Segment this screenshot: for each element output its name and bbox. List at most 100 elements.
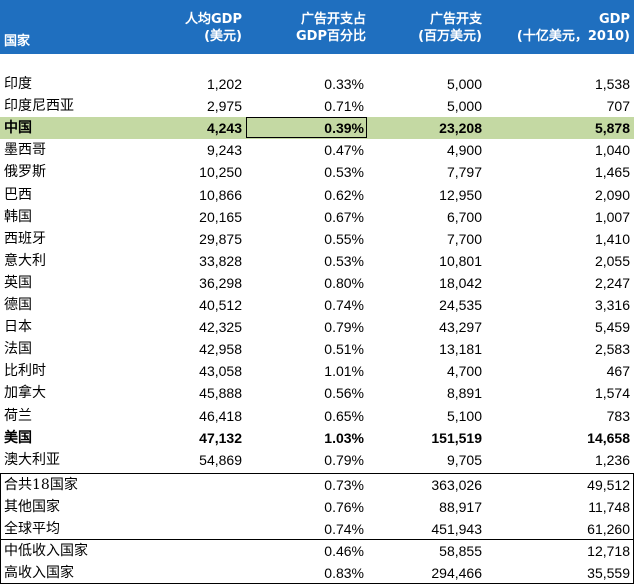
ad-spend-cell: 451,943: [431, 521, 482, 537]
gdp-per-capita-cell: 46,418: [199, 407, 242, 424]
ad-spend-cell: 10,801: [439, 252, 482, 269]
ad-spend-cell: 7,700: [446, 230, 482, 247]
gdp-per-capita-cell: 9,243: [206, 142, 242, 159]
header-ad-spend: 广告开支 (百万美元): [369, 11, 482, 45]
gdp-per-capita-cell: 43,058: [199, 363, 242, 380]
gdp-per-capita-cell: 54,869: [199, 451, 242, 468]
gdp-cell: 2,583: [594, 341, 630, 358]
gdp-cell: 5,459: [594, 319, 630, 336]
header-ad-spend-line1: 广告开支: [429, 12, 482, 27]
ad-spend-cell: 23,208: [439, 120, 482, 137]
gdp-cell: 707: [606, 98, 630, 115]
header-country-label: 国家: [4, 34, 31, 49]
country-cell: 西班牙: [4, 230, 46, 247]
country-cell: 韩国: [4, 208, 32, 225]
table-row: 韩国 20,165 0.67% 6,700 1,007: [0, 206, 634, 228]
country-cell: 其他国家: [4, 499, 60, 515]
country-cell: 合共18国家: [4, 477, 78, 493]
table-row: 法国 42,958 0.51% 13,181 2,583: [0, 338, 634, 360]
ad-spend-cell: 4,700: [446, 363, 482, 380]
gdp-per-capita-cell: 20,165: [199, 208, 242, 225]
header-ad-share-line1: 广告开支占: [300, 12, 366, 27]
gdp-cell: 1,465: [594, 164, 630, 181]
ad-share-cell: 0.56%: [324, 385, 364, 402]
ad-spend-cell: 151,519: [431, 429, 482, 446]
country-cell: 美国: [4, 429, 32, 446]
ad-spend-cell: 363,026: [431, 477, 482, 493]
ad-share-cell: 0.74%: [324, 297, 364, 313]
ad-spend-cell: 294,466: [431, 565, 482, 581]
ad-share-cell: 1.01%: [324, 363, 364, 380]
gdp-per-capita-cell: 42,958: [199, 341, 242, 358]
gdp-per-capita-cell: 45,888: [199, 385, 242, 402]
ad-spend-cell: 43,297: [439, 319, 482, 336]
country-cell: 英国: [4, 274, 32, 291]
ad-spend-cell: 7,797: [446, 164, 482, 181]
header-ad-spend-line2: (百万美元): [418, 29, 482, 44]
gdp-cell: 11,748: [588, 499, 630, 515]
gdp-cell: 14,658: [587, 429, 630, 446]
gdp-cell: 1,410: [594, 230, 630, 247]
country-cell: 荷兰: [4, 407, 32, 424]
gdp-cell: 61,260: [587, 521, 630, 537]
header-gdp-line2: (十亿美元，2010): [516, 29, 630, 44]
gdp-per-capita-cell: 29,875: [199, 230, 242, 247]
gdp-cell: 12,718: [587, 543, 630, 559]
country-cell: 法国: [4, 341, 32, 358]
country-cell: 巴西: [4, 186, 32, 203]
table-row: 荷兰 46,418 0.65% 5,100 783: [0, 405, 634, 427]
table-row: 中低收入国家 0.46% 58,855 12,718: [0, 540, 634, 562]
gdp-per-capita-cell: 47,132: [199, 429, 242, 446]
gdp-cell: 2,055: [594, 252, 630, 269]
ad-share-cell: 0.53%: [324, 164, 364, 181]
ad-spend-cell: 9,705: [446, 451, 482, 468]
ad-spend-cell: 24,535: [439, 297, 482, 313]
ad-share-cell: 0.62%: [324, 186, 364, 203]
country-cell: 俄罗斯: [4, 164, 46, 181]
table-row: 中国 4,243 0.39% 23,208 5,878: [0, 117, 634, 140]
country-cell: 日本: [4, 319, 32, 336]
gdp-cell: 2,090: [594, 186, 630, 203]
country-cell: 澳大利亚: [4, 451, 60, 468]
ad-share-cell: 1.03%: [324, 429, 364, 446]
ad-spend-cell: 58,855: [439, 543, 482, 559]
ad-spend-cell: 5,100: [446, 407, 482, 424]
gdp-per-capita-cell: 10,250: [199, 164, 242, 181]
gdp-per-capita-cell: 1,202: [206, 76, 242, 92]
gdp-per-capita-cell: 42,325: [199, 319, 242, 336]
ad-share-cell: 0.46%: [324, 543, 364, 559]
ad-share-cell: 0.71%: [324, 98, 364, 115]
ad-share-cell: 0.65%: [324, 407, 364, 424]
ad-share-cell: 0.76%: [324, 499, 364, 515]
country-cell: 加拿大: [4, 385, 46, 402]
ad-share-cell: 0.67%: [324, 208, 364, 225]
ad-spend-cell: 13,181: [439, 341, 482, 358]
gdp-cell: 783: [606, 407, 630, 424]
table-row: 墨西哥 9,243 0.47% 4,900 1,040: [0, 139, 634, 161]
table-row: 其他国家 0.76% 88,917 11,748: [0, 496, 634, 518]
table-row: 高收入国家 0.83% 294,466 35,559: [0, 562, 634, 584]
table-row: 意大利 33,828 0.53% 10,801 2,055: [0, 250, 634, 272]
country-cell: 全球平均: [4, 521, 60, 537]
header-gdp-line1: GDP: [599, 12, 630, 27]
table-row: 美国 47,132 1.03% 151,519 14,658: [0, 427, 634, 449]
ad-share-cell: 0.51%: [324, 341, 364, 358]
table-row: 巴西 10,866 0.62% 12,950 2,090: [0, 184, 634, 206]
ad-spend-cell: 5,000: [446, 98, 482, 115]
ad-spend-cell: 5,000: [446, 76, 482, 92]
table-header: 国家 人均GDP (美元) 广告开支占 GDP百分比 广告开支 (百万美元) G…: [0, 0, 634, 54]
country-cell: 德国: [4, 297, 32, 313]
country-cell: 印度: [4, 76, 32, 92]
country-cell: 意大利: [4, 252, 46, 269]
gdp-cell: 2,247: [594, 274, 630, 291]
gdp-cell: 35,559: [587, 565, 630, 581]
country-cell: 印度尼西亚: [4, 98, 74, 115]
gdp-cell: 467: [606, 363, 630, 380]
country-cell: 墨西哥: [4, 142, 46, 159]
table-row: 全球平均 0.74% 451,943 61,260: [0, 518, 634, 540]
header-gdp-per-capita-line1: 人均GDP: [185, 12, 242, 27]
table-row: 合共18国家 0.73% 363,026 49,512: [0, 474, 634, 496]
table-row: 日本 42,325 0.79% 43,297 5,459: [0, 316, 634, 338]
ad-spend-cell: 8,891: [446, 385, 482, 402]
